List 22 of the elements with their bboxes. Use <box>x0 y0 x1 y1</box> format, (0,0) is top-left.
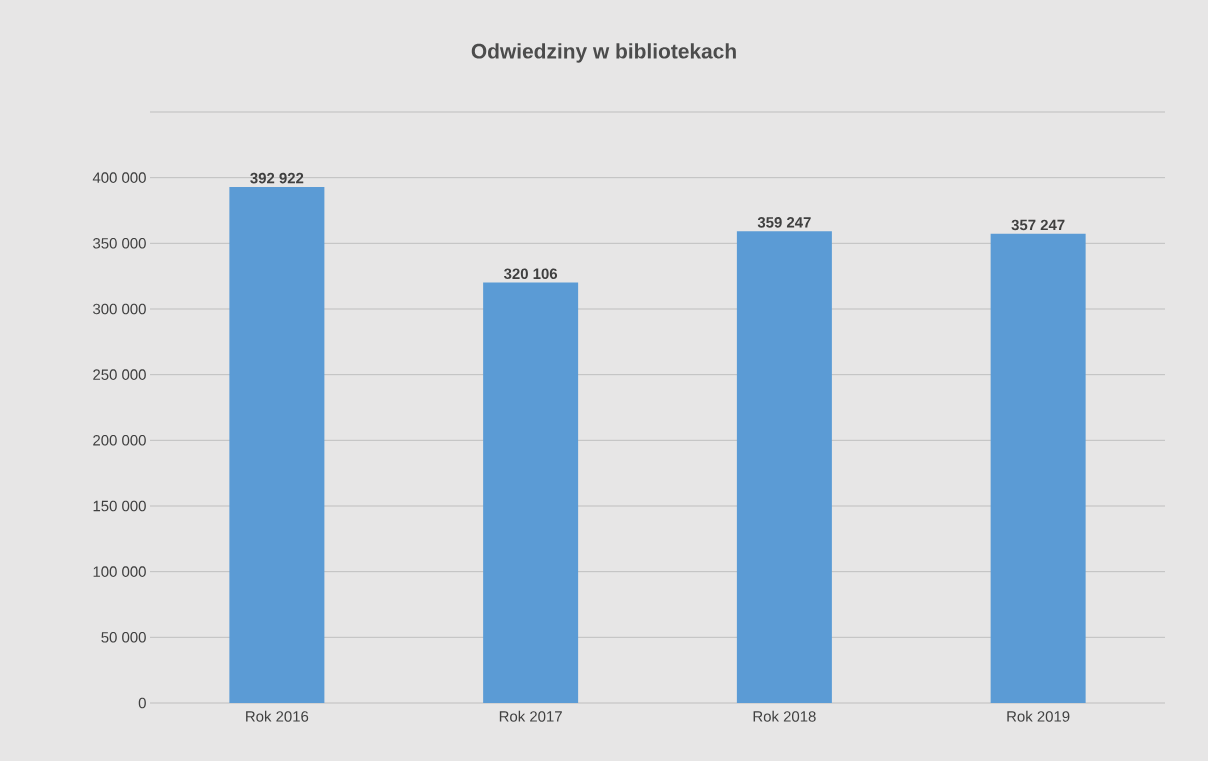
y-tick-label: 0 <box>138 697 146 709</box>
y-tick-label: 200 000 <box>93 435 146 446</box>
bar <box>483 282 579 703</box>
y-tick-label: 350 000 <box>93 238 146 249</box>
y-tick-label: 100 000 <box>93 566 146 577</box>
x-tick-label: Rok 2016 <box>246 710 309 722</box>
bar <box>736 231 832 703</box>
y-tick-label: 50 000 <box>101 632 146 643</box>
data-label: 357 247 <box>1011 219 1065 231</box>
bar <box>229 186 325 703</box>
y-tick-label: 400 000 <box>92 172 146 183</box>
bar <box>990 233 1086 703</box>
y-tick-label: 150 000 <box>93 500 146 512</box>
y-tick-label: 300 000 <box>93 303 146 315</box>
x-tick-label: Rok 2017 <box>499 710 562 722</box>
x-tick-label: Rok 2018 <box>753 710 816 722</box>
data-label: 320 106 <box>503 268 558 280</box>
x-tick-label: Rok 2019 <box>1007 710 1070 722</box>
data-label: 359 247 <box>757 217 811 228</box>
chart-title: Odwiedziny w bibliotekach <box>471 43 736 63</box>
data-label: 392 922 <box>250 172 304 184</box>
y-tick-label: 250 000 <box>93 369 146 380</box>
